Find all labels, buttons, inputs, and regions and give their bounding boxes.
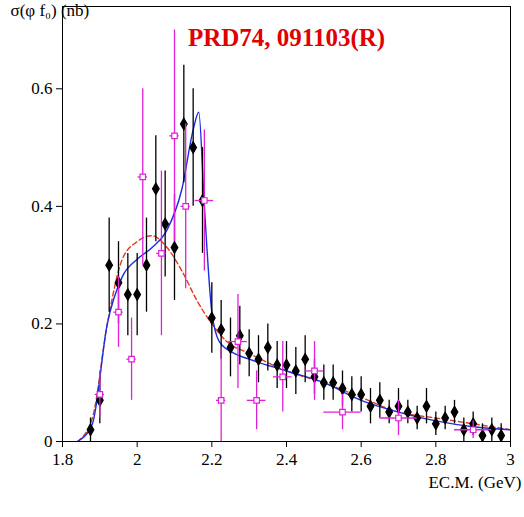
svg-text:2: 2	[133, 450, 142, 469]
svg-text:EC.M. (GeV): EC.M. (GeV)	[428, 473, 521, 492]
svg-text:1.8: 1.8	[52, 450, 73, 469]
svg-text:0: 0	[44, 432, 53, 451]
svg-text:2.8: 2.8	[425, 450, 446, 469]
svg-text:0.4: 0.4	[31, 197, 53, 216]
svg-text:2.6: 2.6	[351, 450, 372, 469]
svg-text:PRD74, 091103(R): PRD74, 091103(R)	[188, 24, 385, 52]
svg-text:2.2: 2.2	[201, 450, 222, 469]
svg-text:0.6: 0.6	[31, 79, 52, 98]
svg-text:0.2: 0.2	[31, 314, 52, 333]
svg-text:3: 3	[506, 450, 515, 469]
svg-text:σ(φ f₀) (nb): σ(φ f₀) (nb)	[11, 1, 90, 20]
svg-text:2.4: 2.4	[276, 450, 298, 469]
